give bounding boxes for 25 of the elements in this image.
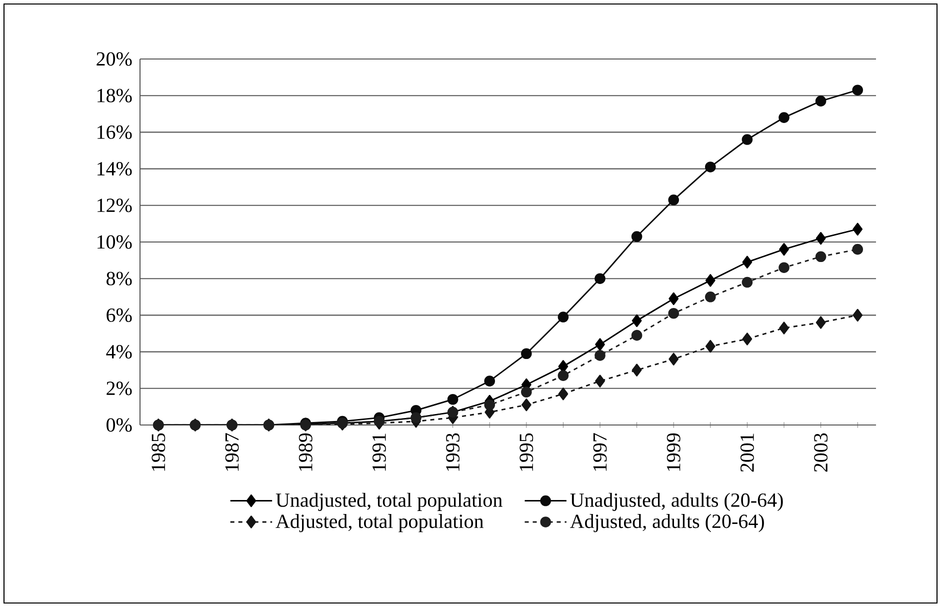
x-tick-label: 1987	[225, 433, 239, 471]
y-tick-label: 0%	[106, 418, 132, 432]
x-tick-label: 2001	[740, 434, 754, 472]
y-tick-label: 16%	[98, 125, 132, 139]
y-tick-label: 18%	[98, 88, 132, 102]
y-tick-label: 14%	[98, 162, 132, 176]
x-tick-label: 1985	[152, 433, 166, 471]
legend-label: Unadjusted, total population	[276, 492, 502, 511]
legend-label: Unadjusted, adults (20-64)	[570, 492, 783, 511]
x-tick-label: 1997	[593, 433, 607, 471]
y-tick-label: 6%	[106, 308, 132, 322]
y-tick-label: 4%	[106, 345, 132, 359]
x-tick-label: 1993	[446, 433, 460, 471]
x-tick-label: 1999	[666, 433, 680, 471]
legend-label: Adjusted, total population	[276, 514, 484, 532]
y-tick-label: 12%	[98, 198, 132, 212]
legend-label: Adjusted, adults (20-64)	[570, 514, 764, 532]
y-tick-label: 2%	[106, 382, 132, 396]
y-tick-label: 10%	[98, 235, 132, 249]
y-tick-label: 8%	[106, 272, 132, 286]
y-tick-label: 20%	[96, 52, 132, 66]
x-tick-label: 1989	[298, 433, 312, 471]
x-tick-label: 2003	[814, 433, 828, 472]
x-tick-label: 1991	[372, 434, 386, 471]
x-tick-label: 1995	[520, 433, 534, 471]
